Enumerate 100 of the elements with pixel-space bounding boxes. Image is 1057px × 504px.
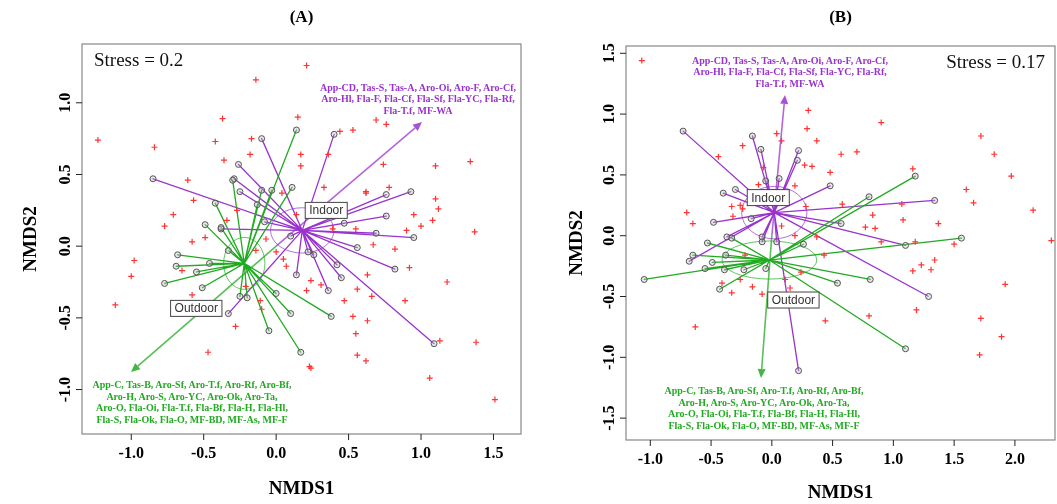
point (679, 127, 687, 135)
x-tick-label: 0.5 (822, 450, 843, 467)
point (292, 271, 300, 279)
point (243, 294, 251, 302)
y-tick-label: 0.0 (600, 225, 617, 246)
y-tick-label: 0.5 (600, 164, 617, 185)
annotation: App-CD, Tas-S, Tas-A, Aro-Oi, Aro-F, Aro-Cf, Aro-Hl, Fla-F, Fla-Cf, Fla-Sf, Fla-YC, Fla-Rf, Fla-T.f, MF-WA (319, 81, 517, 116)
point (253, 201, 261, 209)
annotation: App-C, Tas-B, Aro-Sf, Aro-T.f, Aro-Rf, Aro-Bf, Aro-H, Aro-S, Aro-YC, Aro-Ok, Aro-Ta, Aro-O, Fla-Oi, Fla-T.f, Fla-Bf, Fla-H, Fla-Hl, Fla-S, Fla-Ok, Fla-O, MF-BD, MF-As, MF-F (664, 385, 865, 431)
point (795, 367, 803, 375)
y-tick-label: 1.0 (600, 104, 617, 125)
point (640, 275, 648, 283)
point (391, 265, 399, 273)
point (192, 268, 200, 276)
point (382, 191, 390, 199)
x-tick-label: 1.0 (883, 450, 904, 467)
point (330, 130, 338, 138)
point (837, 220, 845, 228)
point (430, 340, 438, 348)
point (288, 183, 296, 191)
point (757, 145, 765, 153)
y-tick-label: 0.5 (56, 164, 73, 185)
y-axis-title: NMDS2 (565, 210, 586, 276)
point (224, 246, 232, 254)
point (833, 279, 841, 287)
point (224, 310, 232, 318)
chart-title: (B) (829, 7, 852, 26)
y-tick-label: -1.0 (56, 376, 73, 403)
point (795, 147, 803, 155)
x-tick-label: 0.0 (266, 444, 287, 461)
point (931, 196, 939, 204)
x-tick-label: 2.0 (1004, 450, 1025, 467)
point (722, 251, 730, 259)
point (236, 188, 244, 196)
point (701, 265, 709, 273)
x-tick-label: -1.0 (118, 444, 144, 461)
point (372, 229, 380, 237)
chart-title: (A) (289, 7, 314, 26)
point (198, 284, 206, 292)
point (911, 172, 919, 180)
annotation: App-CD, Tas-S, Tas-A, Aro-Oi, Aro-F, Aro-Cf, Aro-Hl, Fla-F, Fla-Cf, Fla-Sf, Fla-YC, Fla-Rf, Fla-T.f, MF-WA (691, 54, 889, 89)
y-tick-label: 1.0 (56, 92, 73, 113)
point (149, 175, 157, 183)
annotation: App-C, Tas-B, Aro-Sf, Aro-T.f, Aro-Rf, Aro-Bf, Aro-H, Aro-S, Aro-YC, Aro-Ok, Aro-Ta, Aro-O, Fla-Oi, Fla-T.f, Fla-Bf, Fla-H, Fla-Hl, Fla-S, Fla-Ok, Fla-O, MF-BD, MF-As, MF-F (92, 379, 293, 425)
x-tick-label: -0.5 (191, 444, 217, 461)
x-axis-title: NMDS1 (268, 477, 335, 498)
point (762, 265, 770, 273)
point (689, 251, 697, 259)
point (310, 251, 318, 259)
point (703, 239, 711, 247)
point (287, 310, 295, 318)
point (304, 248, 312, 256)
point (292, 126, 300, 134)
x-tick-label: -0.5 (698, 450, 724, 467)
x-tick-label: 1.0 (411, 444, 432, 461)
x-tick-label: -1.0 (637, 450, 663, 467)
point (773, 238, 781, 246)
x-tick-label: 0.5 (338, 444, 359, 461)
annotation: Stress = 0.17 (946, 51, 1045, 72)
point (865, 193, 873, 201)
point (410, 234, 418, 242)
point (748, 132, 756, 140)
point (758, 238, 766, 246)
point (747, 215, 755, 223)
point (333, 261, 341, 269)
point (382, 212, 390, 220)
point (902, 345, 910, 353)
point (762, 177, 770, 185)
annotation: Outdoor (174, 301, 218, 316)
point (258, 135, 266, 143)
y-tick-label: -0.5 (56, 305, 73, 331)
point (826, 182, 834, 190)
x-axis-title: NMDS1 (807, 481, 874, 502)
y-axis-title: NMDS2 (19, 206, 40, 272)
point (799, 240, 807, 248)
y-tick-label: -1.0 (600, 344, 617, 370)
point (340, 219, 348, 227)
point (287, 232, 295, 240)
annotation: Stress = 0.2 (94, 49, 184, 70)
point (685, 257, 693, 265)
point (731, 185, 739, 193)
point (236, 292, 244, 300)
point (353, 244, 361, 252)
point (925, 293, 933, 301)
point (866, 275, 874, 283)
point (720, 266, 728, 274)
point (719, 189, 727, 197)
point (740, 266, 748, 274)
x-tick-label: 0.0 (761, 450, 782, 467)
point (902, 241, 910, 249)
point (234, 160, 242, 168)
point (327, 312, 335, 320)
point (258, 186, 266, 194)
point (268, 186, 276, 194)
point (174, 251, 182, 259)
point (261, 218, 269, 226)
point (324, 287, 332, 295)
y-tick-label: -0.5 (600, 283, 617, 310)
point (723, 233, 731, 241)
annotation: Outdoor (771, 293, 816, 308)
